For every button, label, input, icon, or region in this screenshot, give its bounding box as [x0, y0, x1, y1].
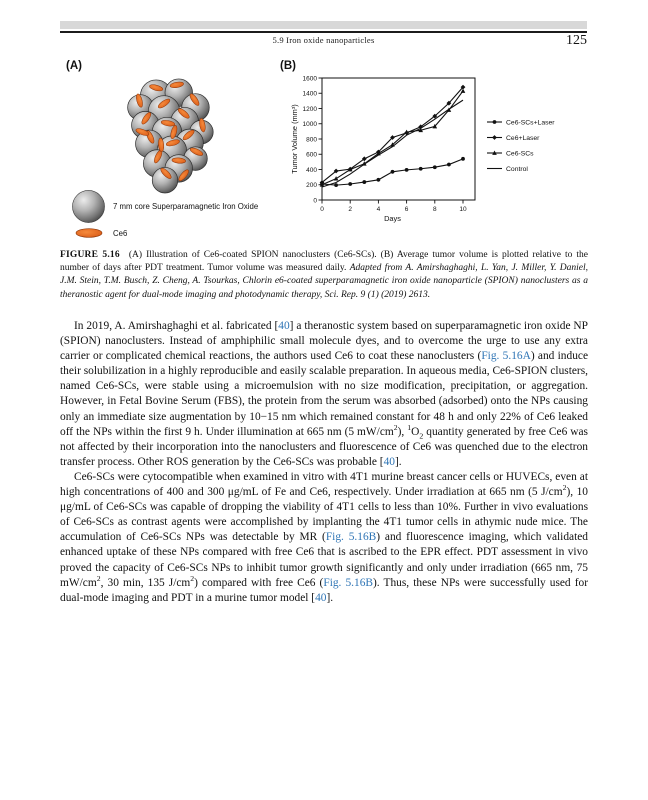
- text-run: 2: [562, 483, 567, 493]
- svg-text:8: 8: [433, 206, 437, 213]
- running-head: 5.9 Iron oxide nanoparticles: [272, 35, 375, 45]
- text-run: ].: [326, 591, 334, 604]
- svg-text:600: 600: [306, 152, 317, 159]
- citation-link[interactable]: 40: [278, 320, 290, 332]
- series-Ce6-SCs+Laser: [320, 156, 465, 188]
- text-run: 2: [190, 573, 195, 583]
- svg-text:1600: 1600: [303, 75, 318, 82]
- svg-text:Tumor Volume (mm³): Tumor Volume (mm³): [290, 104, 299, 174]
- text-run: ) compared with free Ce6 (: [194, 576, 324, 589]
- svg-text:Control: Control: [506, 166, 528, 173]
- citation-link[interactable]: Fig. 5.16B: [323, 576, 374, 589]
- svg-text:2: 2: [348, 206, 352, 213]
- svg-text:1000: 1000: [303, 121, 318, 128]
- text-run: ) and fluorescence imaging, which valida…: [60, 531, 589, 589]
- text-run: ) and induce their solubilization in a h…: [60, 350, 589, 438]
- paragraph-1: In 2019, A. Amirshaghaghi et al. fabrica…: [60, 319, 588, 470]
- svg-text:Days: Days: [384, 214, 401, 223]
- text-run: ),: [397, 425, 408, 438]
- citation-link[interactable]: Fig. 5.16B: [325, 531, 377, 544]
- text-run: ].: [395, 455, 402, 468]
- body-text: In 2019, A. Amirshaghaghi et al. fabrica…: [60, 319, 588, 606]
- page-number: 125: [566, 33, 587, 48]
- series-Ce6-SCs: [319, 88, 466, 187]
- text-run: (A) Illustration of Ce6-coated SPION nan…: [60, 250, 588, 274]
- text-run: ), 10 μg/mL of Ce6-SCs was capable of dr…: [60, 486, 589, 544]
- chart-axes: 0 200 400 600 800 1000 1200 1400 1600 0 2 4 6 8 10 Days…: [290, 75, 476, 223]
- ce6-legend-label: Ce6: [113, 229, 128, 238]
- nanocluster-illustration: [127, 78, 214, 194]
- text-run: quantity generated by free Ce6 was not a…: [60, 425, 588, 468]
- text-run: 1: [407, 422, 412, 432]
- svg-text:1400: 1400: [303, 91, 318, 98]
- svg-text:0: 0: [313, 197, 317, 204]
- text-run: , 30 min, 135 J/cm: [100, 576, 191, 589]
- svg-text:1200: 1200: [303, 106, 318, 113]
- svg-text:10: 10: [459, 206, 467, 213]
- paragraph-2: Ce6-SCs were cytocompatible when examine…: [60, 470, 588, 606]
- text-run: Ce6-SCs were cytocompatible when examine…: [60, 470, 588, 499]
- svg-text:400: 400: [306, 167, 317, 174]
- svg-text:6: 6: [405, 206, 409, 213]
- tumor-volume-chart: 0 200 400 600 800 1000 1200 1400 1600 0 2 4 6 8 10 Days…: [275, 60, 587, 228]
- chart-legend: Ce6-SCs+Laser Ce6+Laser Ce6-SCs Control: [487, 119, 555, 173]
- citation-link[interactable]: Fig. 5.16A: [481, 350, 531, 363]
- text-run: ] a theranostic system based on superpar…: [60, 320, 588, 363]
- citation-link[interactable]: 40: [315, 591, 327, 604]
- panel-b-label: (B): [280, 60, 296, 72]
- svg-text:Ce6-SCs: Ce6-SCs: [506, 150, 534, 157]
- sphere-legend-label: 7 mm core Superparamagnetic Iron Oxide: [113, 202, 259, 211]
- figure-caption: FIGURE 5.16 (A) Illustration of Ce6-coat…: [60, 250, 589, 300]
- citation-link[interactable]: 40: [383, 455, 395, 468]
- svg-text:800: 800: [306, 136, 317, 143]
- header-gray-bar: [60, 21, 587, 29]
- panel-a-label: (A): [66, 60, 82, 72]
- ce6-ellipse-icon: [75, 228, 103, 238]
- text-run: In 2019, A. Amirshaghaghi et al. fabrica…: [74, 320, 279, 332]
- text-run: O: [411, 425, 420, 438]
- header-rule: [60, 31, 587, 33]
- svg-text:4: 4: [377, 206, 381, 213]
- text-run: 2: [96, 573, 101, 583]
- series-Control: [321, 99, 464, 188]
- text-run: 2: [393, 422, 398, 432]
- svg-text:200: 200: [306, 182, 317, 189]
- svg-text:Ce6-SCs+Laser: Ce6-SCs+Laser: [506, 119, 555, 126]
- svg-text:0: 0: [320, 206, 324, 213]
- svg-text:Ce6+Laser: Ce6+Laser: [506, 135, 540, 142]
- iron-oxide-sphere-icon: [72, 190, 105, 223]
- text-run: ). Thus, these NPs were successfully use…: [60, 576, 588, 604]
- text-run: 2: [419, 430, 424, 440]
- series-Ce6+Laser: [319, 84, 466, 185]
